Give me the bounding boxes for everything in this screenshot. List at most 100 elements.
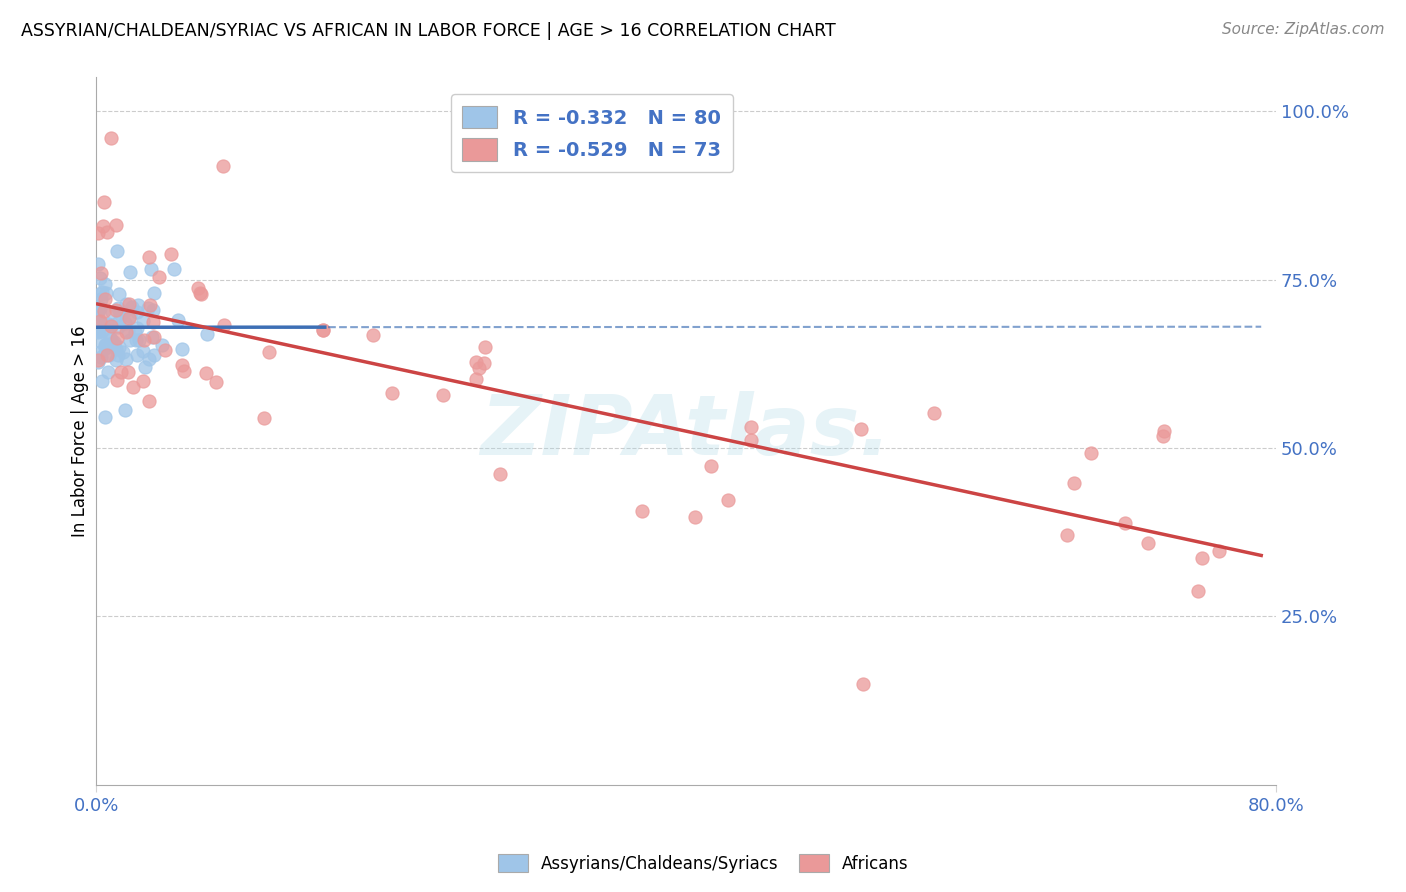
Point [94, 286, 117, 301]
Point [173, 364, 195, 378]
Point [96, 225, 118, 239]
Point [90, 324, 112, 338]
Point [97, 317, 120, 331]
Point [432, 388, 454, 402]
Point [143, 285, 166, 300]
Point [1080, 446, 1102, 460]
Point [107, 348, 129, 362]
Point [114, 325, 136, 339]
Point [89, 314, 111, 328]
Point [112, 344, 135, 359]
Point [87, 257, 110, 271]
Text: ASSYRIAN/CHALDEAN/SYRIAC VS AFRICAN IN LABOR FORCE | AGE > 16 CORRELATION CHART: ASSYRIAN/CHALDEAN/SYRIAC VS AFRICAN IN L… [21, 22, 835, 40]
Point [94, 338, 117, 352]
Point [195, 366, 218, 380]
Point [630, 504, 652, 518]
Point [253, 410, 276, 425]
Point [105, 244, 128, 259]
Point [187, 280, 209, 294]
Point [117, 366, 139, 380]
Point [118, 296, 141, 310]
Point [114, 316, 136, 330]
Point [105, 218, 128, 232]
Point [132, 314, 155, 328]
Point [94, 292, 117, 306]
Point [91, 285, 114, 299]
Point [465, 372, 488, 386]
Point [86, 325, 108, 339]
Point [138, 298, 160, 312]
Point [107, 320, 129, 334]
Point [118, 333, 141, 347]
Point [97, 365, 120, 379]
Point [127, 348, 149, 362]
Point [150, 337, 173, 351]
Point [700, 458, 723, 473]
Point [93, 194, 115, 209]
Point [127, 298, 149, 312]
Point [115, 352, 138, 367]
Point [468, 361, 491, 376]
Point [87, 303, 110, 318]
Point [142, 303, 165, 318]
Point [94, 337, 117, 351]
Point [132, 374, 155, 388]
Point [311, 323, 333, 337]
Point [381, 385, 404, 400]
Point [170, 359, 193, 373]
Point [205, 375, 228, 389]
Point [103, 337, 125, 351]
Point [464, 355, 486, 369]
Legend: R = -0.332   N = 80, R = -0.529   N = 73: R = -0.332 N = 80, R = -0.529 N = 73 [451, 95, 733, 172]
Point [312, 323, 335, 337]
Text: ZIPAtlas.: ZIPAtlas. [481, 391, 891, 472]
Point [1063, 476, 1085, 491]
Point [167, 312, 190, 326]
Point [96, 348, 118, 362]
Point [86, 354, 108, 368]
Point [98, 348, 121, 362]
Point [162, 262, 184, 277]
Point [139, 262, 162, 277]
Point [94, 277, 117, 292]
Point [188, 286, 211, 301]
Point [195, 327, 218, 342]
Point [138, 352, 160, 367]
Point [115, 297, 138, 311]
Point [108, 340, 131, 354]
Point [740, 434, 762, 448]
Point [1153, 425, 1175, 439]
Point [103, 335, 125, 350]
Point [142, 315, 165, 329]
Point [114, 403, 136, 417]
Point [118, 265, 141, 279]
Point [87, 320, 110, 334]
Point [112, 305, 135, 319]
Point [101, 305, 124, 319]
Point [100, 318, 122, 333]
Point [160, 247, 183, 261]
Point [86, 306, 108, 320]
Point [1208, 544, 1230, 558]
Point [138, 393, 160, 408]
Point [87, 300, 110, 314]
Legend: Assyrians/Chaldeans/Syriacs, Africans: Assyrians/Chaldeans/Syriacs, Africans [491, 847, 915, 880]
Point [136, 301, 159, 315]
Point [132, 344, 155, 359]
Point [361, 327, 384, 342]
Point [1191, 551, 1213, 566]
Point [118, 309, 141, 323]
Point [128, 333, 150, 347]
Point [851, 422, 873, 436]
Point [110, 307, 132, 321]
Point [86, 227, 108, 241]
Point [86, 302, 108, 317]
Point [125, 320, 148, 334]
Point [89, 271, 111, 285]
Point [143, 348, 166, 362]
Point [134, 333, 156, 347]
Point [153, 343, 176, 357]
Point [472, 355, 495, 369]
Point [190, 286, 212, 301]
Point [87, 324, 110, 338]
